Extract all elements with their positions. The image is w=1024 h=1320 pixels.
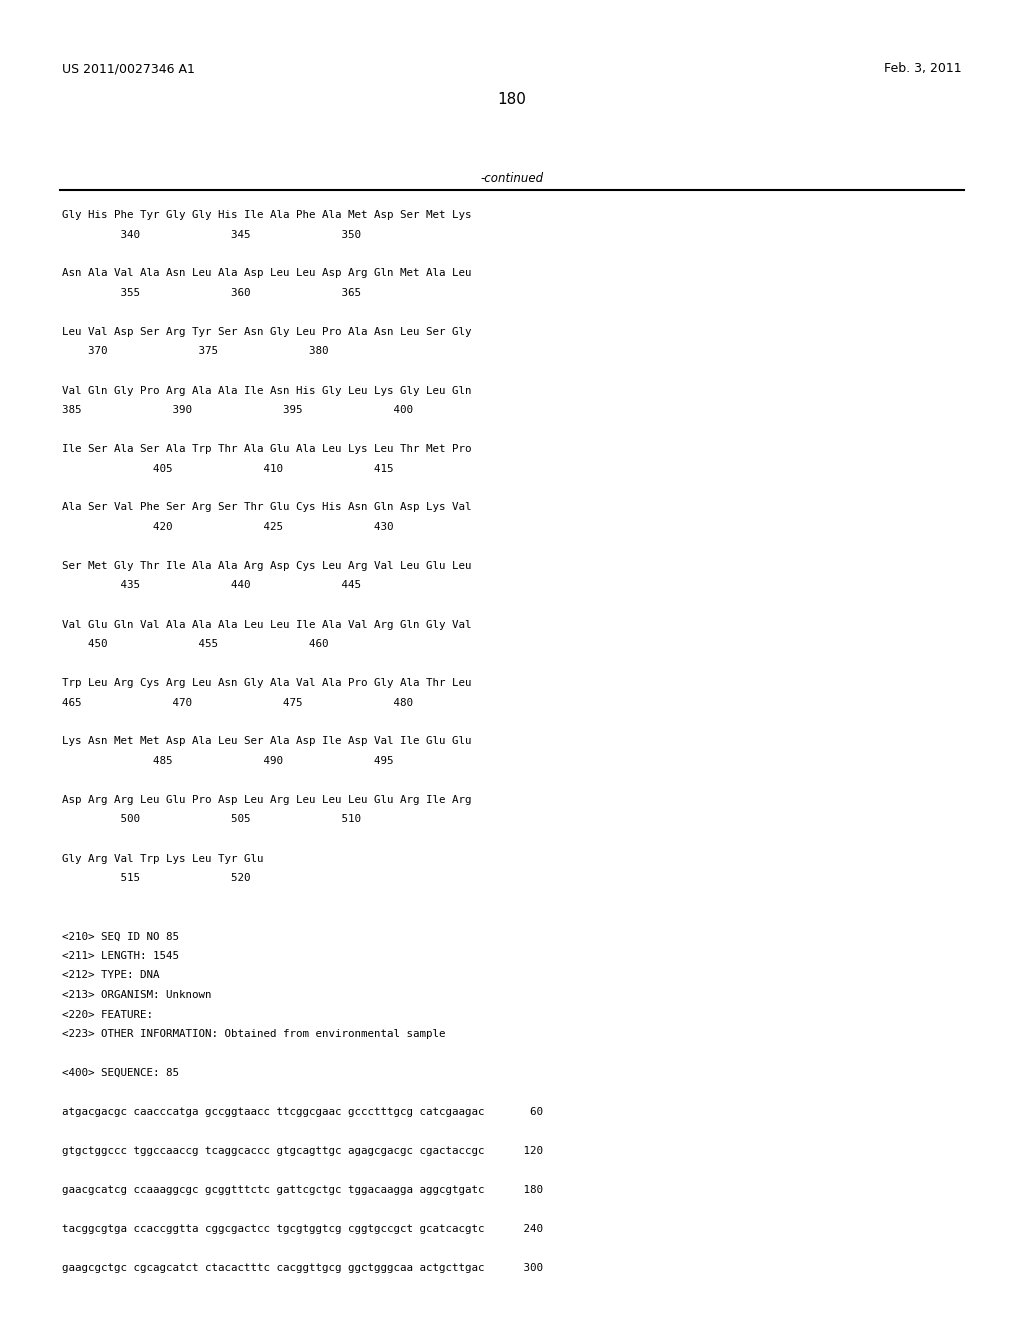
Text: 385              390              395              400: 385 390 395 400: [62, 405, 413, 414]
Text: 500              505              510: 500 505 510: [62, 814, 361, 825]
Text: Ile Ser Ala Ser Ala Trp Thr Ala Glu Ala Leu Lys Leu Thr Met Pro: Ile Ser Ala Ser Ala Trp Thr Ala Glu Ala …: [62, 444, 471, 454]
Text: Gly His Phe Tyr Gly Gly His Ile Ala Phe Ala Met Asp Ser Met Lys: Gly His Phe Tyr Gly Gly His Ile Ala Phe …: [62, 210, 471, 220]
Text: 515              520: 515 520: [62, 873, 251, 883]
Text: atgacgacgc caacccatga gccggtaacc ttcggcgaac gccctttgcg catcgaagac       60: atgacgacgc caacccatga gccggtaacc ttcggcg…: [62, 1107, 543, 1117]
Text: US 2011/0027346 A1: US 2011/0027346 A1: [62, 62, 195, 75]
Text: 340              345              350: 340 345 350: [62, 230, 361, 239]
Text: Gly Arg Val Trp Lys Leu Tyr Glu: Gly Arg Val Trp Lys Leu Tyr Glu: [62, 854, 263, 863]
Text: gtgctggccc tggccaaccg tcaggcaccc gtgcagttgc agagcgacgc cgactaccgc      120: gtgctggccc tggccaaccg tcaggcaccc gtgcagt…: [62, 1146, 543, 1156]
Text: -continued: -continued: [480, 172, 544, 185]
Text: 465              470              475              480: 465 470 475 480: [62, 697, 413, 708]
Text: Trp Leu Arg Cys Arg Leu Asn Gly Ala Val Ala Pro Gly Ala Thr Leu: Trp Leu Arg Cys Arg Leu Asn Gly Ala Val …: [62, 678, 471, 688]
Text: 435              440              445: 435 440 445: [62, 581, 361, 590]
Text: Asn Ala Val Ala Asn Leu Ala Asp Leu Leu Asp Arg Gln Met Ala Leu: Asn Ala Val Ala Asn Leu Ala Asp Leu Leu …: [62, 268, 471, 279]
Text: Feb. 3, 2011: Feb. 3, 2011: [885, 62, 962, 75]
Text: Leu Val Asp Ser Arg Tyr Ser Asn Gly Leu Pro Ala Asn Leu Ser Gly: Leu Val Asp Ser Arg Tyr Ser Asn Gly Leu …: [62, 327, 471, 337]
Text: <220> FEATURE:: <220> FEATURE:: [62, 1010, 153, 1019]
Text: gaagcgctgc cgcagcatct ctacactttc cacggttgcg ggctgggcaa actgcttgac      300: gaagcgctgc cgcagcatct ctacactttc cacggtt…: [62, 1263, 543, 1272]
Text: Lys Asn Met Met Asp Ala Leu Ser Ala Asp Ile Asp Val Ile Glu Glu: Lys Asn Met Met Asp Ala Leu Ser Ala Asp …: [62, 737, 471, 747]
Text: 485              490              495: 485 490 495: [62, 756, 393, 766]
Text: <210> SEQ ID NO 85: <210> SEQ ID NO 85: [62, 932, 179, 941]
Text: 405              410              415: 405 410 415: [62, 463, 393, 474]
Text: 180: 180: [498, 92, 526, 107]
Text: 370              375              380: 370 375 380: [62, 346, 329, 356]
Text: gaacgcatcg ccaaaggcgc gcggtttctc gattcgctgc tggacaagga aggcgtgatc      180: gaacgcatcg ccaaaggcgc gcggtttctc gattcgc…: [62, 1185, 543, 1195]
Text: <223> OTHER INFORMATION: Obtained from environmental sample: <223> OTHER INFORMATION: Obtained from e…: [62, 1030, 445, 1039]
Text: Val Gln Gly Pro Arg Ala Ala Ile Asn His Gly Leu Lys Gly Leu Gln: Val Gln Gly Pro Arg Ala Ala Ile Asn His …: [62, 385, 471, 396]
Text: Val Glu Gln Val Ala Ala Ala Leu Leu Ile Ala Val Arg Gln Gly Val: Val Glu Gln Val Ala Ala Ala Leu Leu Ile …: [62, 619, 471, 630]
Text: 450              455              460: 450 455 460: [62, 639, 329, 649]
Text: <213> ORGANISM: Unknown: <213> ORGANISM: Unknown: [62, 990, 212, 1001]
Text: Asp Arg Arg Leu Glu Pro Asp Leu Arg Leu Leu Leu Glu Arg Ile Arg: Asp Arg Arg Leu Glu Pro Asp Leu Arg Leu …: [62, 795, 471, 805]
Text: <212> TYPE: DNA: <212> TYPE: DNA: [62, 970, 160, 981]
Text: <211> LENGTH: 1545: <211> LENGTH: 1545: [62, 950, 179, 961]
Text: <400> SEQUENCE: 85: <400> SEQUENCE: 85: [62, 1068, 179, 1078]
Text: Ala Ser Val Phe Ser Arg Ser Thr Glu Cys His Asn Gln Asp Lys Val: Ala Ser Val Phe Ser Arg Ser Thr Glu Cys …: [62, 503, 471, 512]
Text: 420              425              430: 420 425 430: [62, 521, 393, 532]
Text: tacggcgtga ccaccggtta cggcgactcc tgcgtggtcg cggtgccgct gcatcacgtc      240: tacggcgtga ccaccggtta cggcgactcc tgcgtgg…: [62, 1224, 543, 1234]
Text: 355              360              365: 355 360 365: [62, 288, 361, 298]
Text: Ser Met Gly Thr Ile Ala Ala Arg Asp Cys Leu Arg Val Leu Glu Leu: Ser Met Gly Thr Ile Ala Ala Arg Asp Cys …: [62, 561, 471, 572]
